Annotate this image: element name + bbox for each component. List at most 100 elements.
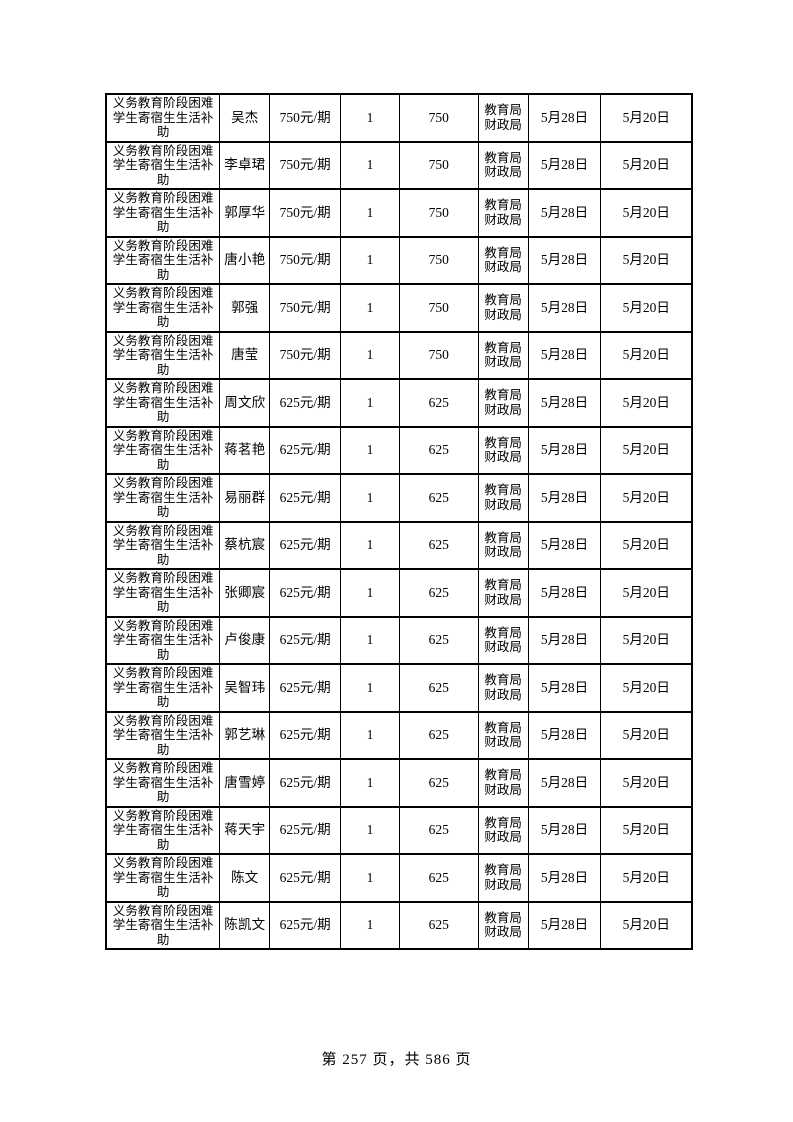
cell-standard: 625元/期 xyxy=(269,758,341,808)
cell-date-issued: 5月28日 xyxy=(527,378,602,428)
cell-count: 1 xyxy=(339,805,401,855)
cell-name: 郭艺琳 xyxy=(219,710,271,760)
cell-department: 教育局 财政局 xyxy=(477,140,529,190)
cell-date-publicized: 5月20日 xyxy=(600,283,693,333)
cell-date-publicized: 5月20日 xyxy=(600,663,693,713)
department-line-1: 教育局 xyxy=(484,673,522,688)
page-footer: 第 257 页，共 586 页 xyxy=(321,1052,472,1068)
cell-standard: 625元/期 xyxy=(269,663,341,713)
cell-date-publicized: 5月20日 xyxy=(600,235,693,285)
table-row: 义务教育阶段困难学生寄宿生生活补助 陈凯文 625元/期 1 625 教育局 财政局 5月28… xyxy=(105,900,693,950)
cell-standard: 625元/期 xyxy=(269,900,341,950)
table-row: 义务教育阶段困难学生寄宿生生活补助 陈文 625元/期 1 625 教育局 财政局 5月28日… xyxy=(105,853,693,903)
cell-standard: 625元/期 xyxy=(269,805,341,855)
cell-date-publicized: 5月20日 xyxy=(600,853,693,903)
cell-amount: 625 xyxy=(399,853,479,903)
department-line-2: 财政局 xyxy=(484,497,522,512)
cell-department: 教育局 财政局 xyxy=(477,188,529,238)
cell-date-issued: 5月28日 xyxy=(527,520,602,570)
cell-name: 吴杰 xyxy=(219,93,271,143)
cell-date-issued: 5月28日 xyxy=(527,758,602,808)
cell-program: 义务教育阶段困难学生寄宿生生活补助 xyxy=(105,473,221,523)
cell-amount: 625 xyxy=(399,473,479,523)
cell-amount: 625 xyxy=(399,378,479,428)
department-line-2: 财政局 xyxy=(484,735,522,750)
cell-program: 义务教育阶段困难学生寄宿生生活补助 xyxy=(105,805,221,855)
department-line-2: 财政局 xyxy=(484,117,522,132)
cell-count: 1 xyxy=(339,900,401,950)
cell-name: 吴智玮 xyxy=(219,663,271,713)
cell-program: 义务教育阶段困难学生寄宿生生活补助 xyxy=(105,663,221,713)
cell-count: 1 xyxy=(339,568,401,618)
cell-date-publicized: 5月20日 xyxy=(600,520,693,570)
cell-program: 义务教育阶段困难学生寄宿生生活补助 xyxy=(105,520,221,570)
department-line-2: 财政局 xyxy=(484,212,522,227)
cell-date-issued: 5月28日 xyxy=(527,900,602,950)
cell-date-issued: 5月28日 xyxy=(527,663,602,713)
cell-date-publicized: 5月20日 xyxy=(600,330,693,380)
cell-program: 义务教育阶段困难学生寄宿生生活补助 xyxy=(105,425,221,475)
table-row: 义务教育阶段困难学生寄宿生生活补助 吴智玮 625元/期 1 625 教育局 财政局 5月28… xyxy=(105,663,693,713)
cell-name: 蒋茗艳 xyxy=(219,425,271,475)
department-line-1: 教育局 xyxy=(484,103,522,118)
cell-standard: 625元/期 xyxy=(269,710,341,760)
cell-program: 义务教育阶段困难学生寄宿生生活补助 xyxy=(105,188,221,238)
cell-department: 教育局 财政局 xyxy=(477,425,529,475)
cell-amount: 625 xyxy=(399,710,479,760)
table-row: 义务教育阶段困难学生寄宿生生活补助 郭艺琳 625元/期 1 625 教育局 财政局 5月28… xyxy=(105,710,693,760)
department-line-1: 教育局 xyxy=(484,578,522,593)
cell-program: 义务教育阶段困难学生寄宿生生活补助 xyxy=(105,378,221,428)
cell-name: 唐莹 xyxy=(219,330,271,380)
cell-count: 1 xyxy=(339,93,401,143)
table-row: 义务教育阶段困难学生寄宿生生活补助 唐小艳 750元/期 1 750 教育局 财政局 5月28… xyxy=(105,235,693,285)
cell-date-issued: 5月28日 xyxy=(527,188,602,238)
cell-standard: 625元/期 xyxy=(269,425,341,475)
department-line-2: 财政局 xyxy=(484,877,522,892)
cell-date-issued: 5月28日 xyxy=(527,140,602,190)
cell-standard: 750元/期 xyxy=(269,140,341,190)
cell-department: 教育局 财政局 xyxy=(477,235,529,285)
table-row: 义务教育阶段困难学生寄宿生生活补助 郭厚华 750元/期 1 750 教育局 财政局 5月28… xyxy=(105,188,693,238)
cell-date-publicized: 5月20日 xyxy=(600,188,693,238)
cell-standard: 625元/期 xyxy=(269,615,341,665)
cell-department: 教育局 财政局 xyxy=(477,900,529,950)
cell-department: 教育局 财政局 xyxy=(477,473,529,523)
table-row: 义务教育阶段困难学生寄宿生生活补助 蒋茗艳 625元/期 1 625 教育局 财政局 5月28… xyxy=(105,425,693,475)
subsidy-table-container: 义务教育阶段困难学生寄宿生生活补助 吴杰 750元/期 1 750 教育局 财政局 5月28日… xyxy=(105,93,693,950)
table-row: 义务教育阶段困难学生寄宿生生活补助 卢俊康 625元/期 1 625 教育局 财政局 5月28… xyxy=(105,615,693,665)
cell-department: 教育局 财政局 xyxy=(477,330,529,380)
cell-date-publicized: 5月20日 xyxy=(600,93,693,143)
cell-count: 1 xyxy=(339,615,401,665)
cell-date-issued: 5月28日 xyxy=(527,473,602,523)
cell-department: 教育局 财政局 xyxy=(477,615,529,665)
cell-program: 义务教育阶段困难学生寄宿生生活补助 xyxy=(105,330,221,380)
cell-date-publicized: 5月20日 xyxy=(600,140,693,190)
department-line-1: 教育局 xyxy=(484,768,522,783)
cell-count: 1 xyxy=(339,710,401,760)
department-line-2: 财政局 xyxy=(484,260,522,275)
cell-department: 教育局 财政局 xyxy=(477,378,529,428)
cell-program: 义务教育阶段困难学生寄宿生生活补助 xyxy=(105,710,221,760)
cell-department: 教育局 财政局 xyxy=(477,853,529,903)
cell-amount: 625 xyxy=(399,805,479,855)
cell-amount: 625 xyxy=(399,425,479,475)
cell-program: 义务教育阶段困难学生寄宿生生活补助 xyxy=(105,758,221,808)
cell-department: 教育局 财政局 xyxy=(477,283,529,333)
department-line-1: 教育局 xyxy=(484,483,522,498)
cell-name: 周文欣 xyxy=(219,378,271,428)
table-row: 义务教育阶段困难学生寄宿生生活补助 郭强 750元/期 1 750 教育局 财政局 5月28日… xyxy=(105,283,693,333)
table-row: 义务教育阶段困难学生寄宿生生活补助 易丽群 625元/期 1 625 教育局 财政局 5月28… xyxy=(105,473,693,523)
cell-date-publicized: 5月20日 xyxy=(600,900,693,950)
table-row: 义务教育阶段困难学生寄宿生生活补助 周文欣 625元/期 1 625 教育局 财政局 5月28… xyxy=(105,378,693,428)
department-line-2: 财政局 xyxy=(484,687,522,702)
cell-name: 李卓珺 xyxy=(219,140,271,190)
cell-amount: 625 xyxy=(399,568,479,618)
department-line-1: 教育局 xyxy=(484,530,522,545)
cell-name: 郭厚华 xyxy=(219,188,271,238)
cell-program: 义务教育阶段困难学生寄宿生生活补助 xyxy=(105,140,221,190)
cell-department: 教育局 财政局 xyxy=(477,710,529,760)
cell-date-issued: 5月28日 xyxy=(527,805,602,855)
subsidy-table: 义务教育阶段困难学生寄宿生生活补助 吴杰 750元/期 1 750 教育局 财政局 5月28日… xyxy=(105,93,693,950)
department-line-1: 教育局 xyxy=(484,388,522,403)
cell-standard: 625元/期 xyxy=(269,473,341,523)
